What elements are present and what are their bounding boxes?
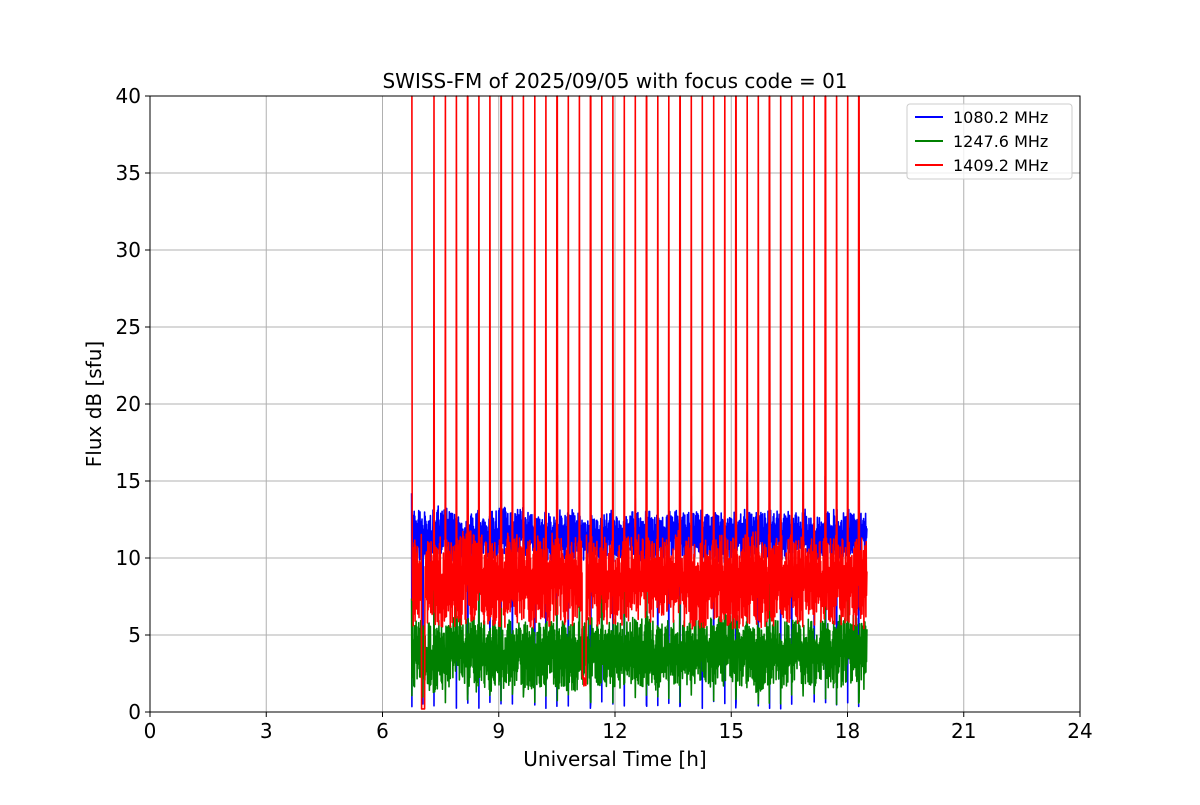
x-tick-label: 0 xyxy=(144,719,157,743)
x-tick-label: 6 xyxy=(376,719,389,743)
legend-label: 1080.2 MHz xyxy=(953,108,1048,127)
chart-title: SWISS-FM of 2025/09/05 with focus code =… xyxy=(382,69,847,93)
y-axis-label: Flux dB [sfu] xyxy=(82,341,106,467)
series-line xyxy=(410,565,868,706)
series-layer xyxy=(410,95,868,710)
y-tick-label: 20 xyxy=(116,392,141,416)
series-line xyxy=(411,95,868,710)
x-tick-label: 24 xyxy=(1067,719,1092,743)
y-tick-label: 0 xyxy=(128,700,141,724)
y-tick-label: 30 xyxy=(116,238,141,262)
x-tick-label: 9 xyxy=(492,719,505,743)
axis-ticks: 0 3 6 9 12 15 18 21 24 0 5 10 15 20 25 30 35 40 xyxy=(116,84,1093,743)
y-tick-label: 40 xyxy=(116,84,141,108)
x-tick-label: 12 xyxy=(602,719,627,743)
y-tick-label: 35 xyxy=(116,161,141,185)
legend-label: 1409.2 MHz xyxy=(953,156,1048,175)
y-tick-label: 25 xyxy=(116,315,141,339)
legend-box xyxy=(906,103,1073,180)
y-tick-label: 10 xyxy=(116,546,141,570)
x-tick-label: 15 xyxy=(719,719,744,743)
x-axis-label: Universal Time [h] xyxy=(523,747,706,771)
legend-label: 1247.6 MHz xyxy=(953,132,1048,151)
x-tick-label: 21 xyxy=(951,719,976,743)
x-tick-label: 3 xyxy=(260,719,273,743)
x-tick-label: 18 xyxy=(835,719,860,743)
y-tick-label: 15 xyxy=(116,469,141,493)
y-tick-label: 5 xyxy=(128,623,141,647)
legend: 1080.2 MHz 1247.6 MHz 1409.2 MHz xyxy=(906,103,1073,180)
